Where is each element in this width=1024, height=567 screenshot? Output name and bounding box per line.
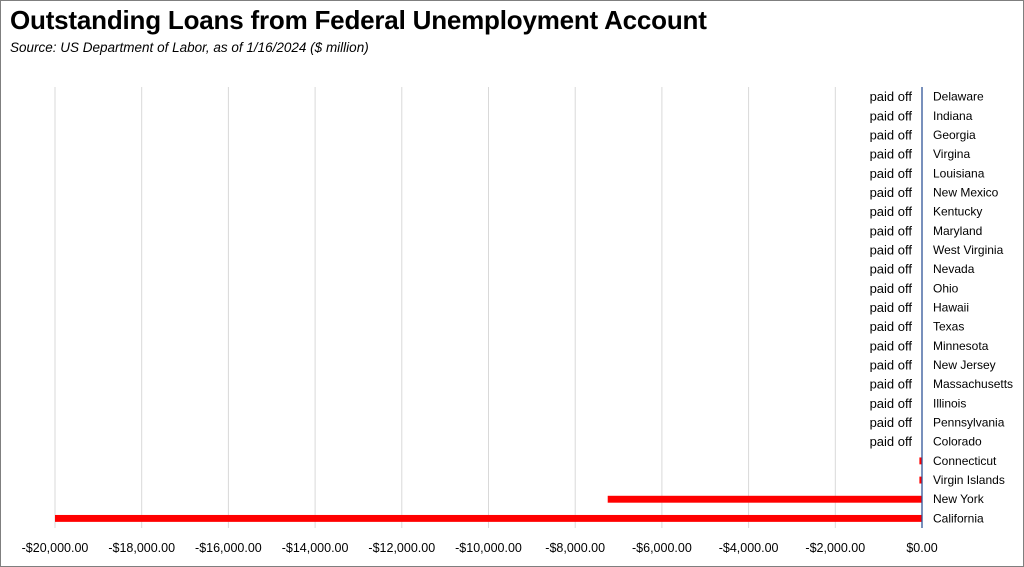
category-label: West Virginia [933, 243, 1004, 257]
category-label: Texas [933, 320, 964, 334]
category-label: Pennsylvania [933, 416, 1005, 430]
data-label: paid off [870, 300, 913, 315]
data-label: paid off [870, 166, 913, 181]
category-label: Minnesota [933, 339, 989, 353]
data-label: paid off [870, 89, 913, 104]
data-labels: paid off paid off paid off paid off paid off… [870, 89, 913, 449]
data-label: paid off [870, 223, 913, 238]
category-label: Virgina [933, 147, 970, 161]
data-label: paid off [870, 377, 913, 392]
data-label: paid off [870, 127, 913, 142]
bar [919, 457, 922, 465]
gridlines [54, 87, 836, 528]
data-label: paid off [870, 396, 913, 411]
bars [55, 457, 922, 522]
data-label: paid off [870, 358, 913, 373]
data-label: paid off [870, 204, 913, 219]
data-label: paid off [870, 262, 913, 277]
category-label: New Jersey [933, 358, 996, 372]
bar [919, 476, 922, 484]
data-label: paid off [870, 242, 913, 257]
x-tick-label: -$4,000.00 [719, 541, 779, 555]
data-label: paid off [870, 338, 913, 353]
category-label: Maryland [933, 224, 982, 238]
x-tick-label: -$20,000.00 [22, 541, 89, 555]
data-label: paid off [870, 281, 913, 296]
x-tick-label: -$6,000.00 [632, 541, 692, 555]
bar [55, 514, 922, 522]
data-label: paid off [870, 185, 913, 200]
data-label: paid off [870, 434, 913, 449]
x-tick-label: -$10,000.00 [455, 541, 522, 555]
category-label: Illinois [933, 396, 966, 410]
data-label: paid off [870, 147, 913, 162]
category-label: Indiana [933, 109, 973, 123]
x-tick-label: $0.00 [906, 541, 937, 555]
chart-title: Outstanding Loans from Federal Unemploym… [10, 5, 707, 35]
category-label: Hawaii [933, 301, 969, 315]
data-label: paid off [870, 415, 913, 430]
category-label: Connecticut [933, 454, 997, 468]
category-label: Ohio [933, 281, 959, 295]
x-tick-labels: -$20,000.00 -$18,000.00 -$16,000.00 -$14,00… [22, 541, 938, 555]
category-label: Louisiana [933, 166, 985, 180]
bar [607, 495, 922, 503]
category-label: New Mexico [933, 185, 999, 199]
category-label: Delaware [933, 90, 984, 104]
category-label: Nevada [933, 262, 975, 276]
x-tick-label: -$8,000.00 [545, 541, 605, 555]
category-label: New York [933, 492, 985, 506]
category-label: Georgia [933, 128, 976, 142]
chart-subtitle: Source: US Department of Labor, as of 1/… [10, 40, 369, 55]
x-tick-label: -$16,000.00 [195, 541, 262, 555]
data-label: paid off [870, 319, 913, 334]
x-tick-label: -$12,000.00 [368, 541, 435, 555]
category-label: Colorado [933, 435, 982, 449]
x-tick-label: -$14,000.00 [282, 541, 349, 555]
category-labels: Delaware Indiana Georgia Virgina Louisiana Ne… [933, 90, 1013, 526]
data-label: paid off [870, 108, 913, 123]
category-label: Massachusetts [933, 377, 1013, 391]
x-tick-label: -$18,000.00 [108, 541, 175, 555]
x-tick-label: -$2,000.00 [805, 541, 865, 555]
category-label: California [933, 511, 984, 525]
category-label: Virgin Islands [933, 473, 1005, 487]
category-label: Kentucky [933, 205, 982, 219]
